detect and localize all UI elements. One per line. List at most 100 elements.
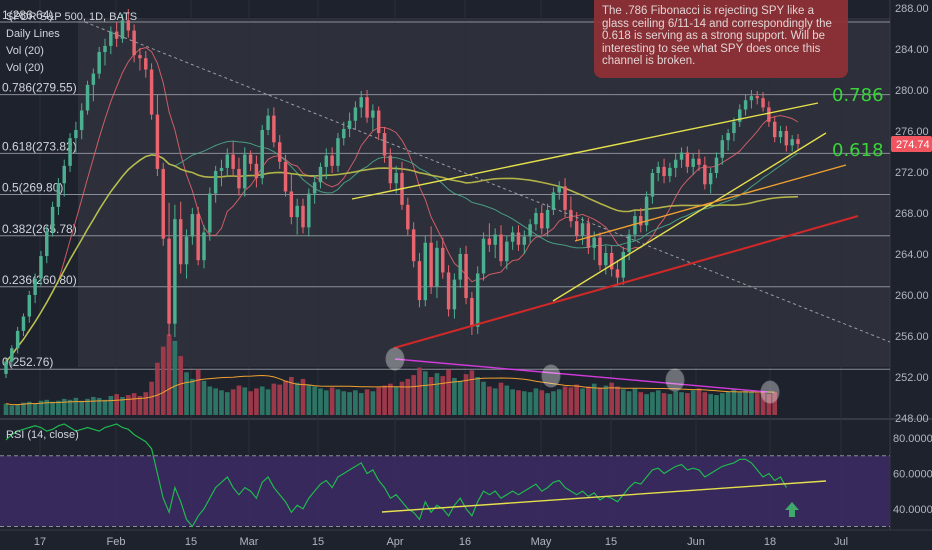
- candle-body: [21, 316, 26, 331]
- volume-bar: [271, 383, 277, 415]
- candle-body: [499, 234, 503, 262]
- volume-bar: [300, 378, 306, 415]
- candle-body: [126, 20, 131, 31]
- volume-bar: [143, 392, 149, 415]
- candle-body: [429, 242, 433, 287]
- fib-level-label: 0.236(260.80): [2, 273, 77, 287]
- lower-support-line: [552, 132, 827, 302]
- candle-body: [749, 96, 754, 101]
- last-price-tag: [891, 136, 932, 152]
- rsi-band: [0, 455, 890, 527]
- candle-body: [767, 107, 771, 122]
- volume-bar: [556, 389, 562, 415]
- volume-bar: [510, 389, 515, 415]
- annotation-note[interactable]: The .786 Fibonacci is rejecting SPY like…: [594, 0, 848, 78]
- candle-body: [621, 251, 626, 278]
- volume-bar: [766, 394, 772, 415]
- candle-body: [213, 170, 218, 194]
- candle-body: [411, 229, 416, 262]
- volume-bar: [772, 392, 778, 415]
- candle-body: [173, 219, 177, 324]
- candle-body: [237, 168, 241, 189]
- candle-body: [446, 272, 451, 310]
- indicator-daily-lines[interactable]: Daily Lines: [6, 28, 60, 40]
- candle-body: [68, 138, 72, 166]
- candle-body: [644, 196, 649, 226]
- volume-bar: [661, 393, 667, 415]
- volume-bar: [487, 386, 492, 415]
- time-tick-label: 16: [459, 536, 471, 548]
- volume-bar: [382, 385, 387, 415]
- volume-bar: [306, 384, 312, 415]
- volume-bar: [125, 395, 131, 415]
- chart-title[interactable]: SPDR S&P 500, 1D, BATS: [6, 11, 137, 23]
- candle-body: [423, 242, 428, 301]
- price-tick-label: 280.00: [895, 85, 929, 97]
- candle-body: [15, 330, 20, 349]
- volume-bar: [341, 391, 347, 415]
- candle-body: [371, 110, 375, 118]
- volume-bar: [492, 388, 498, 415]
- volume-average-line: [5, 374, 775, 406]
- volume-bar: [67, 399, 73, 415]
- candle-body: [272, 115, 276, 143]
- candle-body: [615, 269, 620, 278]
- candle-body: [74, 129, 78, 139]
- price-tick-label: 276.00: [895, 126, 929, 138]
- volume-bars: [3, 334, 778, 415]
- volume-bar: [172, 340, 178, 415]
- volume-bar: [591, 383, 597, 415]
- volume-bar: [347, 392, 352, 415]
- candle-body: [639, 216, 643, 226]
- fib-callout-0786: 0.786: [832, 85, 884, 106]
- dotted-downtrend-line: [84, 21, 891, 343]
- fib-level-label: 0.618(273.82): [2, 139, 77, 153]
- indicator-vol-1[interactable]: Vol (20): [6, 45, 44, 57]
- volume-bar: [96, 397, 102, 415]
- time-tick-label: Jul: [834, 536, 848, 548]
- candle-body: [470, 298, 474, 327]
- volume-bar: [685, 393, 690, 415]
- rsi-pane: [0, 423, 890, 528]
- candle-body: [464, 254, 468, 299]
- red-trend-line: [393, 215, 859, 349]
- candle-body: [627, 234, 631, 252]
- volume-bar: [539, 390, 545, 415]
- candle-body: [487, 238, 492, 245]
- volume-bar: [446, 369, 451, 415]
- volume-bar: [533, 388, 539, 415]
- candle-body: [33, 278, 37, 295]
- volume-bar: [702, 392, 708, 415]
- volume-bar: [91, 396, 96, 415]
- volume-bar: [743, 390, 748, 415]
- volume-bar: [44, 399, 50, 415]
- volume-bar: [696, 388, 702, 415]
- time-tick-label: 15: [185, 536, 197, 548]
- candle-body: [359, 97, 363, 108]
- volume-bar: [312, 386, 317, 415]
- candle-body: [312, 182, 317, 194]
- candle-body: [91, 73, 96, 85]
- volume-bar: [56, 400, 61, 415]
- fib-level-label: 1(286.64): [2, 8, 53, 22]
- volume-bar: [562, 386, 568, 415]
- volume-bar: [9, 405, 15, 415]
- volume-bar: [603, 385, 609, 415]
- rsi-label[interactable]: RSI (14, close): [6, 429, 79, 441]
- candle-body: [796, 139, 800, 144]
- indicator-vol-2[interactable]: Vol (20): [6, 62, 44, 74]
- candle-body: [266, 115, 270, 130]
- volume-bar: [469, 370, 475, 415]
- volume-bar: [638, 392, 644, 415]
- volume-bar: [21, 402, 26, 415]
- time-tick-label: Mar: [240, 536, 259, 548]
- candle-body: [353, 107, 358, 121]
- rsi-tick-label: 40.0000: [893, 504, 932, 516]
- candle-body: [563, 186, 567, 210]
- volume-highlight-circle: [665, 368, 685, 392]
- candle-body: [144, 58, 148, 70]
- volume-bar: [329, 387, 335, 415]
- candle-body: [277, 142, 282, 162]
- candle-body: [208, 193, 212, 233]
